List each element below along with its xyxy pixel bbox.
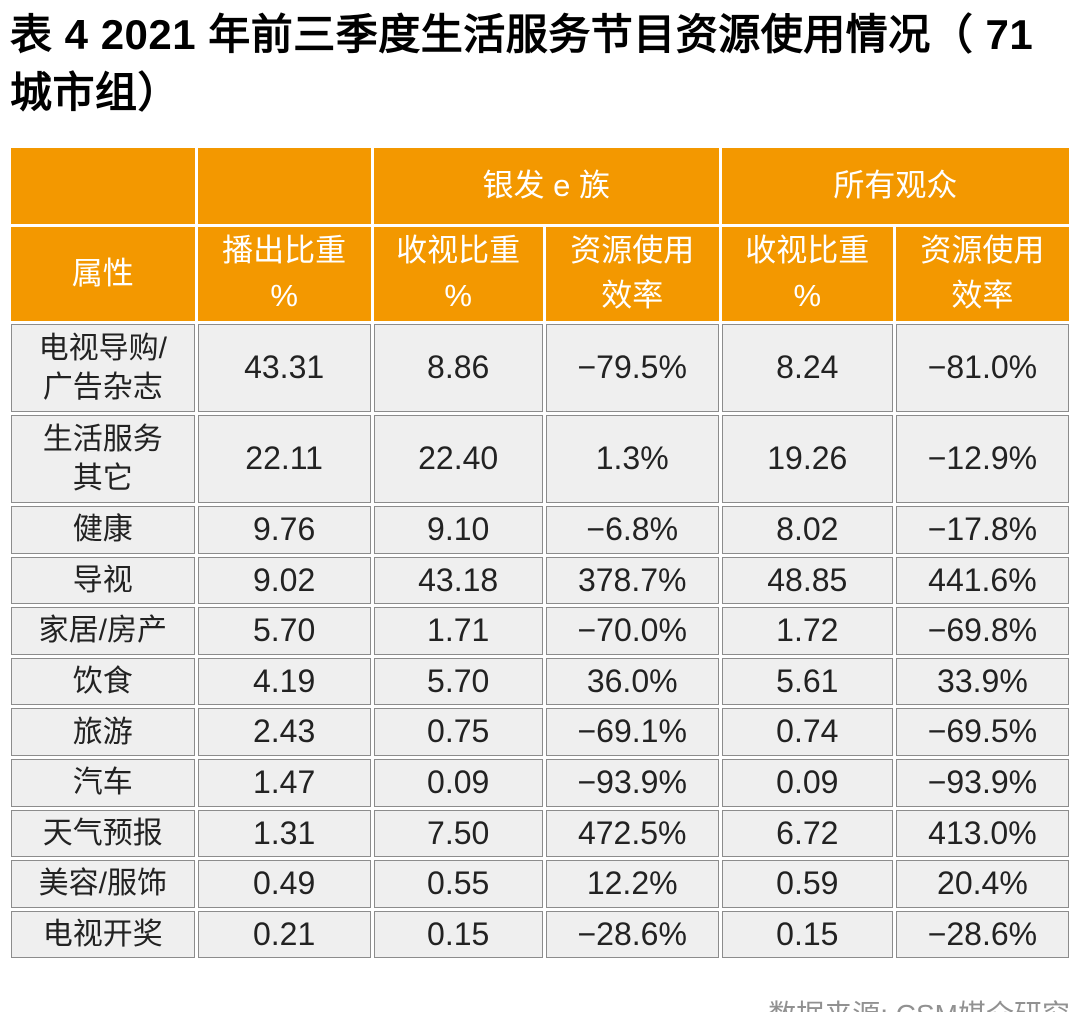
cell: 0.15 <box>721 910 893 959</box>
col-header-viewing-share-all: 收视比重 % <box>721 227 893 321</box>
cell: 0.15 <box>373 910 543 959</box>
row-label: 饮食 <box>11 657 195 706</box>
table-row: 健康 9.76 9.10 −6.8% 8.02 −17.8% <box>11 505 1069 554</box>
cell: 0.09 <box>373 758 543 807</box>
cell: 4.19 <box>197 657 371 706</box>
group-header-row: 银发 e 族 所有观众 <box>11 148 1069 225</box>
row-label: 天气预报 <box>11 809 195 858</box>
cell: 0.21 <box>197 910 371 959</box>
cell: −69.8% <box>895 607 1069 655</box>
cell: −79.5% <box>545 323 719 412</box>
cell: −28.6% <box>895 910 1069 959</box>
cell: 33.9% <box>895 657 1069 706</box>
cell: 8.86 <box>373 323 543 412</box>
cell: 1.3% <box>545 414 719 503</box>
cell: 0.59 <box>721 860 893 908</box>
cell: 43.31 <box>197 323 371 412</box>
row-label: 生活服务 其它 <box>11 414 195 503</box>
cell: 12.2% <box>545 860 719 908</box>
table-row: 汽车 1.47 0.09 −93.9% 0.09 −93.9% <box>11 758 1069 807</box>
table-row: 饮食 4.19 5.70 36.0% 5.61 33.9% <box>11 657 1069 706</box>
cell: −12.9% <box>895 414 1069 503</box>
cell: −17.8% <box>895 505 1069 554</box>
cell: 0.55 <box>373 860 543 908</box>
row-label: 健康 <box>11 505 195 554</box>
cell: 1.71 <box>373 607 543 655</box>
row-label: 电视导购/ 广告杂志 <box>11 323 195 412</box>
cell: 36.0% <box>545 657 719 706</box>
column-header-row: 属性 播出比重 % 收视比重 % 资源使用 效率 收视比重 % 资源使用 效率 <box>11 227 1069 321</box>
cell: −69.5% <box>895 708 1069 756</box>
cell: 413.0% <box>895 809 1069 858</box>
resource-usage-table: 银发 e 族 所有观众 属性 播出比重 % 收视比重 % 资源使用 效率 收视比… <box>8 145 1072 961</box>
row-label: 导视 <box>11 556 195 605</box>
group-header-all-viewers: 所有观众 <box>721 148 1069 225</box>
cell: −93.9% <box>895 758 1069 807</box>
table-row: 电视开奖 0.21 0.15 −28.6% 0.15 −28.6% <box>11 910 1069 959</box>
row-label: 美容/服饰 <box>11 860 195 908</box>
table-row: 导视 9.02 43.18 378.7% 48.85 441.6% <box>11 556 1069 605</box>
cell: 2.43 <box>197 708 371 756</box>
empty-header-cell <box>197 148 371 225</box>
cell: 472.5% <box>545 809 719 858</box>
group-header-silver-e: 银发 e 族 <box>373 148 719 225</box>
table-row: 旅游 2.43 0.75 −69.1% 0.74 −69.5% <box>11 708 1069 756</box>
cell: 0.09 <box>721 758 893 807</box>
row-label: 汽车 <box>11 758 195 807</box>
cell: 378.7% <box>545 556 719 605</box>
cell: 8.24 <box>721 323 893 412</box>
col-header-efficiency-all: 资源使用 效率 <box>895 227 1069 321</box>
cell: 0.49 <box>197 860 371 908</box>
cell: 1.72 <box>721 607 893 655</box>
cell: 20.4% <box>895 860 1069 908</box>
cell: −93.9% <box>545 758 719 807</box>
cell: −81.0% <box>895 323 1069 412</box>
cell: 5.70 <box>373 657 543 706</box>
cell: 441.6% <box>895 556 1069 605</box>
data-source-note: 数据来源: CSM媒介研究 <box>8 993 1070 1012</box>
cell: 9.76 <box>197 505 371 554</box>
cell: 7.50 <box>373 809 543 858</box>
table-header: 银发 e 族 所有观众 属性 播出比重 % 收视比重 % 资源使用 效率 收视比… <box>11 148 1069 321</box>
cell: 48.85 <box>721 556 893 605</box>
cell: 22.40 <box>373 414 543 503</box>
col-header-attribute: 属性 <box>11 227 195 321</box>
cell: 6.72 <box>721 809 893 858</box>
cell: 0.74 <box>721 708 893 756</box>
table-row: 美容/服饰 0.49 0.55 12.2% 0.59 20.4% <box>11 860 1069 908</box>
cell: −6.8% <box>545 505 719 554</box>
page-title: 表 4 2021 年前三季度生活服务节目资源使用情况（ 71 城市组） <box>10 11 1034 116</box>
row-label: 电视开奖 <box>11 910 195 959</box>
cell: 9.02 <box>197 556 371 605</box>
row-label: 旅游 <box>11 708 195 756</box>
cell: 5.61 <box>721 657 893 706</box>
row-label: 家居/房产 <box>11 607 195 655</box>
col-header-broadcast-share: 播出比重 % <box>197 227 371 321</box>
cell: −69.1% <box>545 708 719 756</box>
table-row: 电视导购/ 广告杂志 43.31 8.86 −79.5% 8.24 −81.0% <box>11 323 1069 412</box>
cell: 43.18 <box>373 556 543 605</box>
table-row: 生活服务 其它 22.11 22.40 1.3% 19.26 −12.9% <box>11 414 1069 503</box>
cell: 8.02 <box>721 505 893 554</box>
cell: 9.10 <box>373 505 543 554</box>
table-body: 电视导购/ 广告杂志 43.31 8.86 −79.5% 8.24 −81.0%… <box>11 323 1069 959</box>
table-row: 家居/房产 5.70 1.71 −70.0% 1.72 −69.8% <box>11 607 1069 655</box>
cell: 1.31 <box>197 809 371 858</box>
cell: 0.75 <box>373 708 543 756</box>
col-header-efficiency-silver: 资源使用 效率 <box>545 227 719 321</box>
cell: 22.11 <box>197 414 371 503</box>
cell: −70.0% <box>545 607 719 655</box>
empty-header-cell <box>11 148 195 225</box>
cell: 5.70 <box>197 607 371 655</box>
cell: 1.47 <box>197 758 371 807</box>
table-row: 天气预报 1.31 7.50 472.5% 6.72 413.0% <box>11 809 1069 858</box>
cell: 19.26 <box>721 414 893 503</box>
cell: −28.6% <box>545 910 719 959</box>
col-header-viewing-share-silver: 收视比重 % <box>373 227 543 321</box>
